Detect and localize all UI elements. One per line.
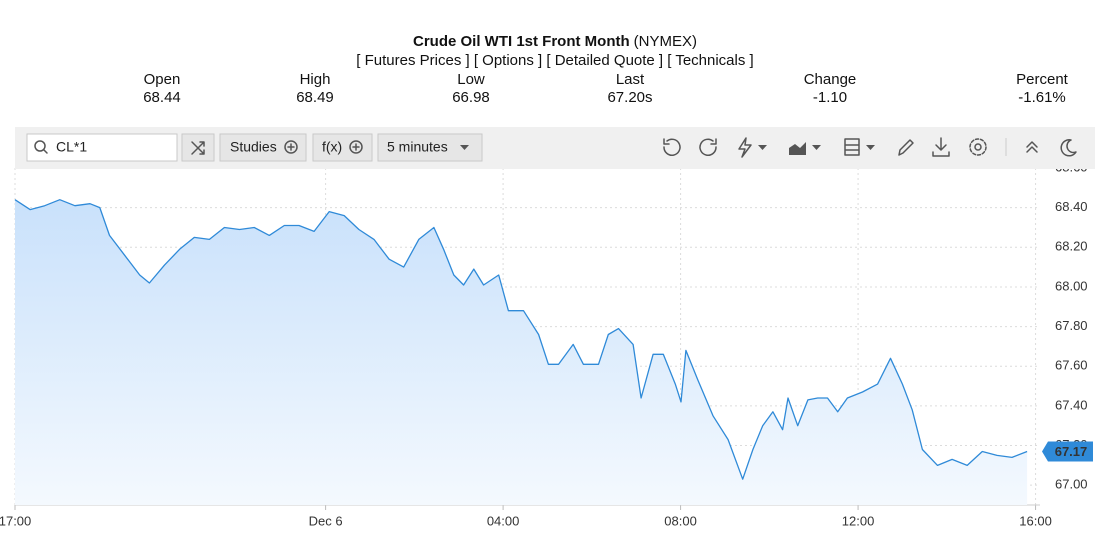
stat-value: 67.20s [607, 89, 652, 106]
search-icon-handle [43, 149, 48, 154]
redo-icon[interactable] [699, 138, 717, 156]
compare-icon [191, 141, 205, 155]
dropdown-arrow [758, 145, 767, 150]
toolbar: CL*1 Studies f(x) 5 minutes [15, 127, 1095, 169]
y-tick-label: 67.40 [1055, 397, 1088, 412]
x-tick-label: Dec 6 [309, 513, 343, 528]
x-tick-label: 17:00 [0, 513, 31, 528]
stat-label: High [300, 71, 331, 88]
chart-type-icon[interactable] [789, 142, 806, 155]
events-icon[interactable] [738, 137, 752, 158]
y-tick-label: 67.60 [1055, 358, 1088, 373]
dropdown-arrow [866, 145, 875, 150]
settings-icon [969, 138, 987, 156]
y-tick-label: 68.40 [1055, 199, 1088, 214]
interval-text: 5 minutes [387, 139, 448, 155]
draw-icon[interactable] [898, 139, 914, 156]
undo-icon[interactable] [663, 138, 681, 156]
x-tick-label: 12:00 [842, 513, 875, 528]
chart: 67.0067.2067.4067.6067.8068.0068.2068.40… [0, 159, 1093, 528]
title-exchange: (NYMEX) [634, 33, 697, 50]
plus-icon [352, 143, 360, 151]
symbol-input[interactable] [26, 133, 178, 162]
plus-icon [349, 140, 363, 154]
stat-value: 68.49 [296, 89, 334, 106]
stat-value: -1.10 [813, 89, 847, 106]
interval-button[interactable] [377, 133, 483, 162]
series [14, 199, 1028, 505]
symbol-text: CL*1 [56, 139, 87, 155]
theme-icon[interactable] [1060, 139, 1077, 157]
stat-value: 68.44 [143, 89, 181, 106]
settings-icon[interactable] [974, 143, 982, 151]
price-line [14, 199, 1028, 480]
last-price-tag [1042, 441, 1093, 462]
y-tick-label: 67.00 [1055, 477, 1088, 492]
download-icon[interactable] [932, 137, 950, 157]
dropdown-arrow [460, 145, 469, 150]
plus-icon [284, 140, 298, 154]
stat-label: Percent [1016, 71, 1069, 88]
plus-icon [287, 143, 295, 151]
stat-label: Change [804, 71, 857, 88]
fx-text: f(x) [322, 139, 342, 155]
y-tick-label: 68.00 [1055, 278, 1088, 293]
x-tick-label: 04:00 [487, 513, 520, 528]
stat-label: Low [457, 71, 485, 88]
x-tick-label: 08:00 [664, 513, 697, 528]
stat-value: 66.98 [452, 89, 490, 106]
title: Crude Oil WTI 1st Front Month (NYMEX) [413, 33, 697, 50]
title-name: Crude Oil WTI 1st Front Month [413, 33, 630, 50]
dropdown-arrow [812, 145, 821, 150]
x-tick-label: 16:00 [1019, 513, 1052, 528]
area-fill [15, 199, 1028, 505]
stat-value: -1.61% [1018, 89, 1066, 106]
stat-label: Last [616, 71, 645, 88]
layout-icon[interactable] [844, 138, 860, 156]
studies-text: Studies [230, 139, 277, 155]
search-icon [34, 140, 46, 152]
quote-links[interactable]: [ Futures Prices ] [ Options ] [ Detaile… [356, 52, 753, 69]
collapse-icon[interactable] [1026, 141, 1038, 153]
y-tick-label: 67.80 [1055, 318, 1088, 333]
y-tick-label: 68.20 [1055, 239, 1088, 254]
stat-label: Open [144, 71, 181, 88]
last-price-label: 67.17 [1055, 444, 1088, 459]
